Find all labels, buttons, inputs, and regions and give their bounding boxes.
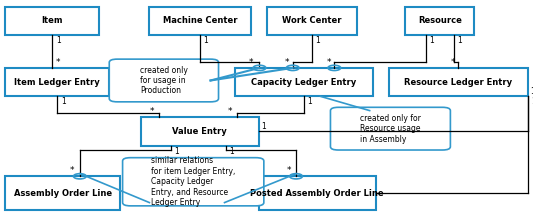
Text: *: * xyxy=(70,166,75,175)
Text: 1: 1 xyxy=(61,97,66,106)
Text: *: * xyxy=(228,107,232,116)
Text: *: * xyxy=(286,166,291,175)
Text: 1: 1 xyxy=(174,147,179,156)
FancyBboxPatch shape xyxy=(109,59,219,102)
FancyBboxPatch shape xyxy=(259,176,376,210)
Text: 1: 1 xyxy=(229,147,234,156)
Text: 1: 1 xyxy=(316,36,320,45)
FancyBboxPatch shape xyxy=(123,158,264,206)
FancyBboxPatch shape xyxy=(5,68,109,96)
Text: 1: 1 xyxy=(261,122,266,131)
FancyBboxPatch shape xyxy=(141,117,259,146)
Text: Assembly Order Line: Assembly Order Line xyxy=(13,189,112,198)
FancyBboxPatch shape xyxy=(149,7,251,35)
Text: 1: 1 xyxy=(530,87,533,96)
Text: Machine Center: Machine Center xyxy=(163,16,237,25)
Text: *: * xyxy=(56,58,61,67)
FancyBboxPatch shape xyxy=(235,68,373,96)
Text: 1: 1 xyxy=(56,36,61,45)
Text: 1: 1 xyxy=(531,97,533,106)
Text: Item: Item xyxy=(41,16,63,25)
Text: 1: 1 xyxy=(204,36,208,45)
Text: Work Center: Work Center xyxy=(282,16,342,25)
FancyBboxPatch shape xyxy=(266,7,357,35)
Text: created only for
Resource usage
in Assembly: created only for Resource usage in Assem… xyxy=(360,114,421,144)
Text: 1: 1 xyxy=(308,97,312,106)
Text: 1: 1 xyxy=(430,36,434,45)
Text: Value Entry: Value Entry xyxy=(173,127,227,136)
Text: Posted Assembly Order Line: Posted Assembly Order Line xyxy=(251,189,384,198)
FancyBboxPatch shape xyxy=(5,7,99,35)
FancyBboxPatch shape xyxy=(405,7,474,35)
FancyBboxPatch shape xyxy=(330,107,450,150)
Text: *: * xyxy=(326,58,331,67)
Text: Capacity Ledger Entry: Capacity Ledger Entry xyxy=(251,78,357,87)
Text: created only
for usage in
Production: created only for usage in Production xyxy=(140,65,188,95)
Text: Resource: Resource xyxy=(418,16,462,25)
FancyBboxPatch shape xyxy=(389,68,528,96)
Text: Resource Ledger Entry: Resource Ledger Entry xyxy=(405,78,512,87)
Text: *: * xyxy=(249,58,253,67)
Text: *: * xyxy=(149,107,154,116)
FancyBboxPatch shape xyxy=(5,176,120,210)
Text: similar relations
for item Ledger Entry,
Capacity Ledger
Entry, and Resource
Led: similar relations for item Ledger Entry,… xyxy=(151,156,236,207)
Text: 1: 1 xyxy=(457,36,462,45)
Text: Item Ledger Entry: Item Ledger Entry xyxy=(14,78,100,87)
Text: *: * xyxy=(450,58,455,67)
Text: *: * xyxy=(285,58,289,67)
